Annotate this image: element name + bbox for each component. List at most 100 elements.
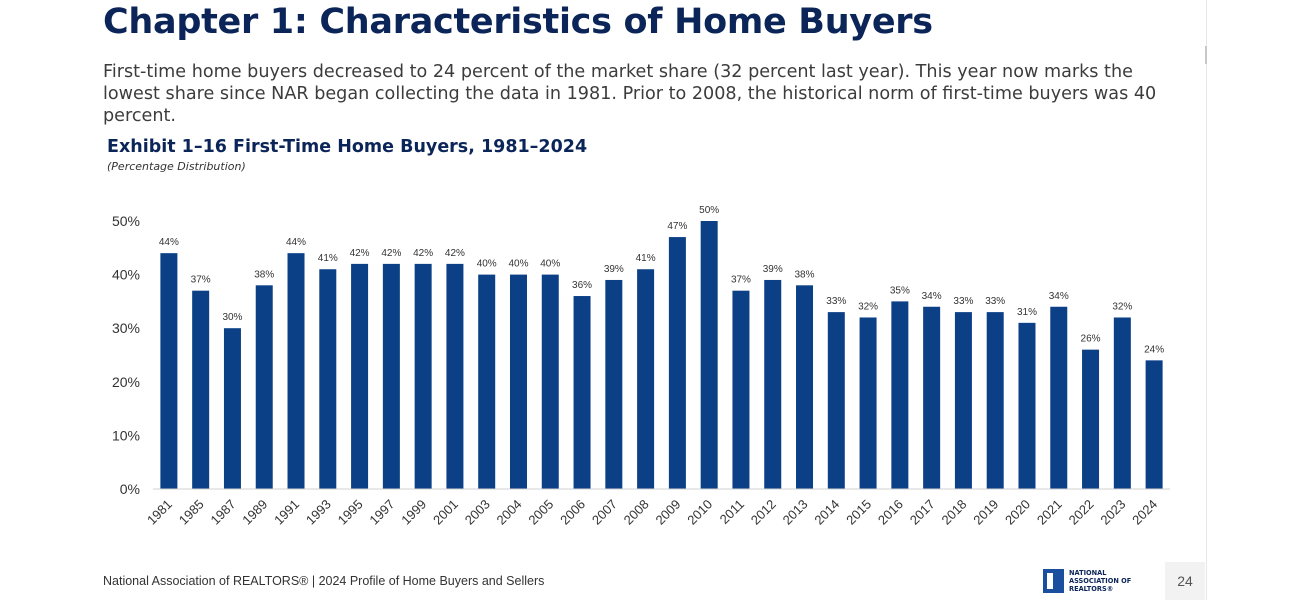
data-label: 41%: [318, 253, 338, 264]
footer-source: National Association of REALTORS® | 2024…: [103, 574, 545, 588]
bar: [1018, 322, 1036, 489]
bar: [160, 253, 178, 489]
x-tick-label: 2012: [748, 497, 779, 528]
bar: [1050, 306, 1068, 489]
data-label: 42%: [381, 248, 401, 259]
x-tick-label: 1991: [271, 497, 302, 528]
x-tick-label: 2015: [843, 497, 874, 528]
data-label: 37%: [731, 275, 751, 286]
chart-subtitle: (Percentage Distribution): [107, 160, 246, 173]
bar: [796, 285, 814, 489]
page-number: 24: [1177, 573, 1193, 589]
bar: [319, 269, 337, 489]
data-label: 39%: [763, 264, 783, 275]
x-tick-label: 2007: [589, 497, 620, 528]
x-tick-label: 2011: [717, 497, 747, 527]
data-label: 32%: [1112, 301, 1132, 312]
x-tick-label: 1989: [239, 497, 270, 528]
y-tick-label: 40%: [112, 267, 140, 283]
data-label: 38%: [254, 269, 274, 280]
x-tick-label: 2020: [1002, 497, 1033, 528]
data-label: 40%: [477, 259, 497, 270]
x-tick-label: 1981: [144, 497, 175, 528]
x-axis: 1981 1985 1987 1989 1991 1993 1995 1997 1999 2001…: [144, 488, 1170, 528]
bar: [255, 285, 273, 489]
data-label: 40%: [540, 259, 560, 270]
bar: [414, 263, 432, 489]
bar: [1113, 317, 1131, 489]
bar: [287, 253, 305, 489]
y-tick-label: 50%: [112, 213, 140, 229]
bar: [732, 290, 750, 489]
bar: [859, 317, 877, 489]
data-label: 42%: [445, 248, 465, 259]
x-tick-label: 2016: [875, 497, 906, 528]
data-label: 39%: [604, 264, 624, 275]
x-tick-label: 2003: [462, 497, 493, 528]
right-margin-panel: [1206, 0, 1300, 600]
bars: 44% 37% 30% 38% 44% 41% 42% 42% 42% 42% 40% 40% 40% 3…: [159, 205, 1164, 489]
bar: [1145, 360, 1163, 489]
bar: [382, 263, 400, 489]
y-axis: 0% 10% 20% 30% 40% 50%: [112, 213, 140, 497]
data-label: 31%: [1017, 307, 1037, 318]
logo-wordmark: NATIONAL ASSOCIATION OF REALTORS®: [1069, 569, 1132, 593]
data-label: 44%: [286, 237, 306, 248]
bar: [192, 290, 210, 489]
bar: [827, 312, 845, 489]
data-label: 32%: [858, 301, 878, 312]
x-tick-label: 2014: [811, 497, 842, 528]
bar: [923, 306, 941, 489]
x-tick-label: 2024: [1129, 497, 1160, 528]
bar-chart: 0%10%20%30%40%50% 44%37%30%38%44%41% 42% 4…: [112, 205, 1170, 528]
data-label: 33%: [953, 296, 973, 307]
x-tick-label: 1987: [208, 497, 239, 528]
data-label: 40%: [508, 259, 528, 270]
data-label: 35%: [890, 285, 910, 296]
x-tick-label: 1997: [366, 497, 397, 528]
x-tick-label: 2006: [557, 497, 588, 528]
data-label: 34%: [922, 291, 942, 302]
data-label: 42%: [413, 248, 433, 259]
bar: [637, 269, 655, 489]
realtor-r-icon: [1043, 569, 1064, 593]
data-label: 26%: [1081, 334, 1101, 345]
y-tick-label: 0%: [120, 481, 140, 497]
page-title: Chapter 1: Characteristics of Home Buyer…: [103, 2, 933, 42]
scrollbar-thumb[interactable]: [1205, 46, 1207, 64]
y-tick-label: 20%: [112, 374, 140, 390]
data-label: 38%: [795, 269, 815, 280]
bar: [700, 221, 718, 489]
bar: [446, 263, 464, 489]
x-tick-label: 2004: [494, 497, 525, 528]
data-label: 34%: [1049, 291, 1069, 302]
x-tick-label: 2010: [684, 497, 715, 528]
data-label: 24%: [1144, 344, 1164, 355]
bar: [605, 279, 623, 489]
nar-logo: NATIONAL ASSOCIATION OF REALTORS®: [1043, 568, 1153, 594]
page-number-box: 24: [1165, 562, 1205, 600]
bar: [478, 274, 496, 489]
bar: [223, 328, 241, 489]
bar: [541, 274, 559, 489]
x-tick-label: 1985: [176, 497, 207, 528]
x-tick-label: 1995: [335, 497, 366, 528]
x-tick-label: 2001: [430, 497, 461, 528]
bar: [954, 312, 972, 489]
bar: [1082, 349, 1100, 489]
bar: [986, 312, 1004, 489]
data-label: 33%: [826, 296, 846, 307]
data-label: 37%: [191, 275, 211, 286]
bar: [764, 279, 782, 489]
x-tick-label: 1993: [303, 497, 334, 528]
bar: [891, 301, 909, 489]
bar: [573, 296, 591, 489]
data-label: 41%: [636, 253, 656, 264]
data-label: 42%: [350, 248, 370, 259]
x-tick-label: 2017: [907, 497, 938, 528]
bar: [668, 237, 686, 489]
x-tick-label: 2009: [652, 497, 683, 528]
bar: [509, 274, 527, 489]
x-tick-label: 2021: [1034, 497, 1065, 528]
